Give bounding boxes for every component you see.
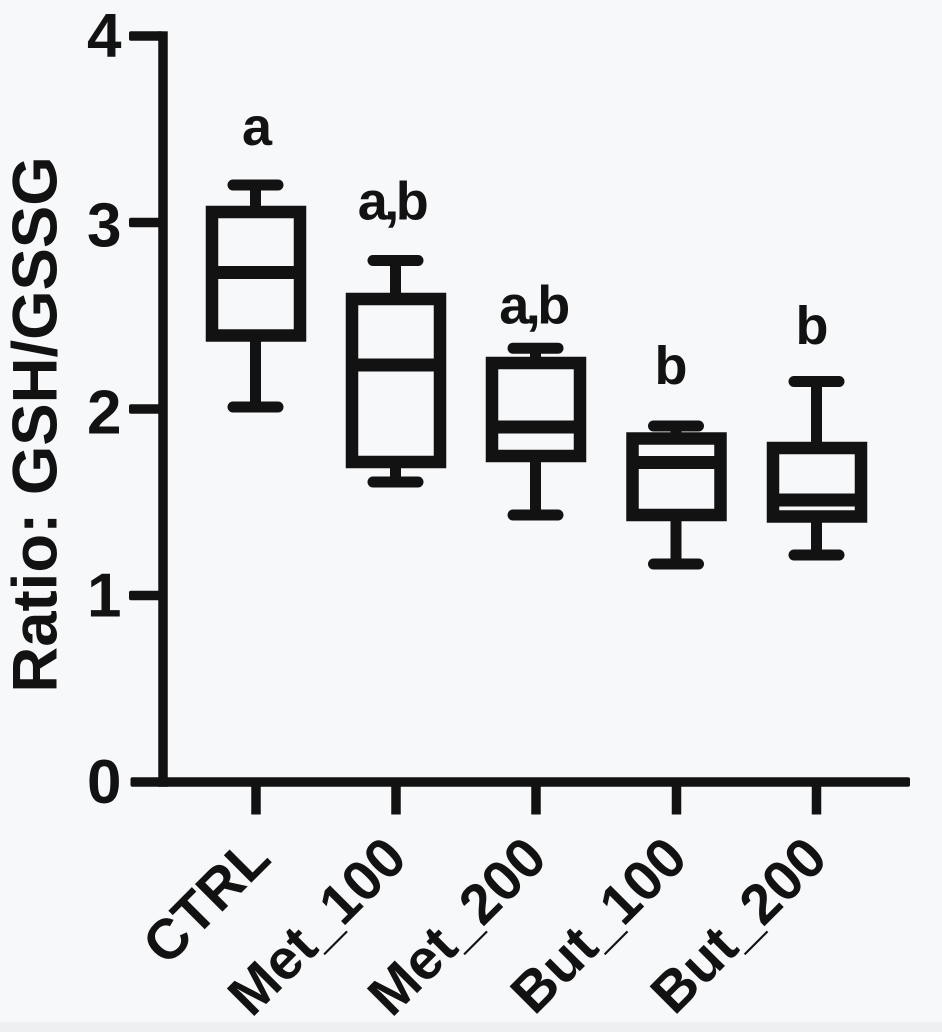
svg-text:4: 4 — [87, 1, 122, 70]
svg-text:Ratio: GSH/GSSG: Ratio: GSH/GSSG — [1, 156, 71, 692]
svg-text:b: b — [796, 296, 829, 356]
svg-text:a: a — [242, 97, 273, 157]
svg-text:3: 3 — [87, 191, 121, 260]
svg-text:b: b — [655, 336, 688, 396]
svg-text:1: 1 — [87, 561, 121, 630]
svg-text:a,b: a,b — [499, 276, 568, 336]
svg-text:2: 2 — [87, 378, 121, 447]
svg-text:a,b: a,b — [358, 172, 427, 232]
svg-text:0: 0 — [87, 748, 121, 817]
